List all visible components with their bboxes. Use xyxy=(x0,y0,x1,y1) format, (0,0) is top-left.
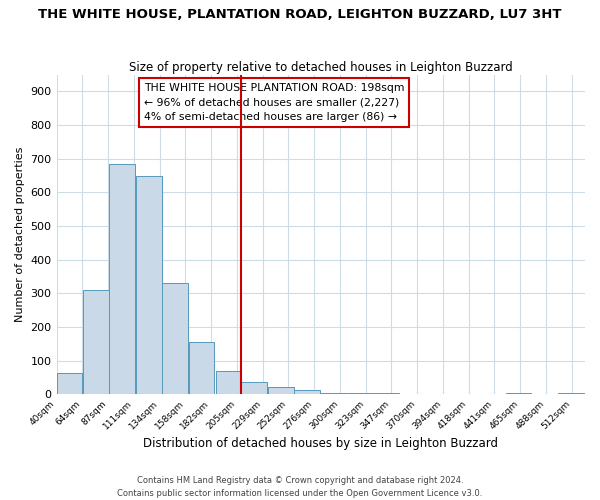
Bar xyxy=(83,290,109,395)
Title: Size of property relative to detached houses in Leighton Buzzard: Size of property relative to detached ho… xyxy=(129,60,512,74)
Text: THE WHITE HOUSE, PLANTATION ROAD, LEIGHTON BUZZARD, LU7 3HT: THE WHITE HOUSE, PLANTATION ROAD, LEIGHT… xyxy=(38,8,562,20)
Bar xyxy=(162,284,188,395)
Bar xyxy=(241,382,267,394)
X-axis label: Distribution of detached houses by size in Leighton Buzzard: Distribution of detached houses by size … xyxy=(143,437,498,450)
Bar xyxy=(56,372,82,394)
Bar xyxy=(294,390,320,394)
Y-axis label: Number of detached properties: Number of detached properties xyxy=(15,147,25,322)
Bar xyxy=(347,393,373,394)
Bar xyxy=(136,176,162,394)
Text: Contains HM Land Registry data © Crown copyright and database right 2024.
Contai: Contains HM Land Registry data © Crown c… xyxy=(118,476,482,498)
Bar xyxy=(215,371,241,394)
Text: THE WHITE HOUSE PLANTATION ROAD: 198sqm
← 96% of detached houses are smaller (2,: THE WHITE HOUSE PLANTATION ROAD: 198sqm … xyxy=(144,82,404,122)
Bar xyxy=(188,342,214,394)
Bar xyxy=(268,387,294,394)
Bar xyxy=(109,164,135,394)
Bar xyxy=(321,393,347,394)
